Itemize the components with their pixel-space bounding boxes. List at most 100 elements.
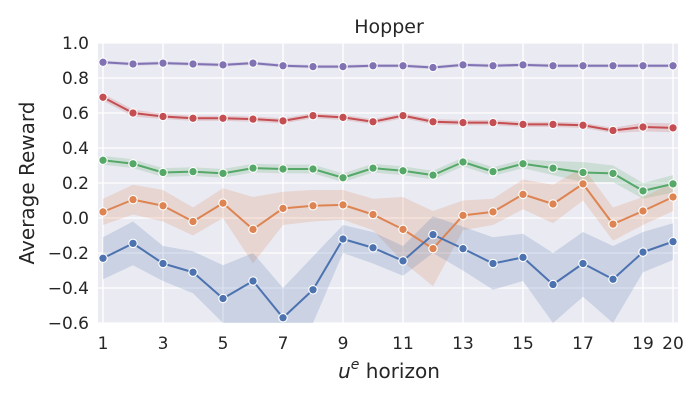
- data-point: [488, 207, 498, 217]
- x-tick-label: 1: [98, 334, 109, 354]
- series-line-2: [102, 159, 674, 192]
- data-point: [548, 163, 558, 173]
- data-point: [338, 112, 348, 123]
- data-point: [368, 60, 378, 71]
- series-lines: [102, 61, 674, 319]
- series-line-0: [102, 61, 673, 69]
- series-line-4: [102, 233, 674, 319]
- x-axis-label-superscript: e: [351, 357, 360, 373]
- x-axis-label-rest: horizon: [359, 359, 439, 383]
- x-tick-label: 11: [392, 334, 414, 354]
- series-line-3: [102, 182, 674, 250]
- data-point: [158, 258, 168, 269]
- series-line-1: [102, 96, 674, 132]
- data-point: [548, 119, 558, 130]
- data-point: [518, 159, 528, 169]
- data-point: [188, 216, 198, 227]
- data-point: [98, 92, 108, 103]
- data-point: [218, 113, 228, 124]
- data-point: [608, 125, 618, 136]
- data-point: [338, 173, 348, 183]
- data-point: [128, 194, 138, 205]
- data-point: [398, 60, 408, 71]
- data-point: [458, 243, 468, 254]
- data-point: [158, 167, 168, 178]
- data-point: [608, 60, 618, 71]
- data-point: [158, 201, 168, 211]
- data-point: [188, 113, 198, 124]
- data-point: [308, 110, 318, 121]
- data-point: [278, 60, 288, 71]
- x-tick-label: 5: [218, 334, 229, 354]
- y-tick-label: 0.2: [62, 174, 89, 194]
- data-point: [518, 119, 528, 130]
- chart-title: Hopper: [354, 16, 424, 38]
- data-point: [578, 167, 588, 178]
- data-point: [188, 166, 198, 177]
- data-point: [428, 229, 438, 240]
- data-point: [578, 179, 588, 189]
- data-point: [248, 114, 258, 124]
- y-tick-label: −0.4: [48, 279, 89, 299]
- data-point: [128, 59, 138, 69]
- y-tick-label: 0.6: [62, 104, 89, 124]
- data-point: [428, 117, 438, 127]
- x-tick-labels: 1 3 5 7 9 11 13 15 17 19 20: [98, 334, 684, 354]
- y-tick-label: 0.8: [62, 69, 89, 89]
- data-point: [158, 111, 168, 122]
- data-point: [368, 209, 378, 220]
- data-point: [428, 243, 438, 254]
- y-tick-labels: 1.0 0.8 0.6 0.4 0.2 0.0 −0.2 −0.4 −0.6: [48, 34, 89, 334]
- data-point: [638, 206, 648, 216]
- data-point: [398, 110, 408, 121]
- data-point: [488, 258, 498, 269]
- x-axis-label-base: u: [338, 359, 351, 383]
- data-point: [398, 166, 408, 176]
- data-point: [248, 224, 258, 235]
- data-point: [578, 258, 588, 269]
- data-point: [608, 168, 618, 179]
- data-point: [278, 116, 288, 126]
- data-point: [458, 210, 468, 221]
- x-tick-label: 3: [158, 334, 169, 354]
- data-point: [338, 200, 348, 210]
- data-point: [578, 120, 588, 131]
- data-point: [608, 274, 618, 284]
- data-point: [98, 155, 108, 166]
- x-axis-label: ue horizon: [338, 357, 440, 383]
- data-point: [248, 58, 258, 68]
- data-point: [518, 60, 528, 70]
- data-point: [518, 189, 528, 200]
- data-point: [638, 186, 648, 196]
- data-point: [338, 61, 348, 72]
- data-point: [278, 312, 288, 323]
- data-point: [308, 61, 318, 72]
- data-point: [98, 57, 108, 67]
- data-point: [458, 117, 468, 128]
- y-tick-label: 0.4: [62, 139, 89, 159]
- data-point: [98, 207, 108, 217]
- data-point: [308, 164, 318, 174]
- data-point: [218, 168, 228, 179]
- data-point: [338, 234, 348, 244]
- data-point: [638, 122, 648, 132]
- data-point: [248, 276, 258, 286]
- data-point: [308, 284, 318, 295]
- series-band-4: [103, 216, 673, 323]
- data-point: [668, 192, 678, 202]
- data-point: [458, 60, 468, 70]
- x-tick-label: 15: [512, 334, 534, 354]
- y-axis-label: Average Reward: [15, 102, 39, 265]
- data-point: [578, 60, 588, 71]
- x-tick-label: 13: [452, 334, 474, 354]
- data-point: [488, 166, 498, 177]
- data-point: [368, 117, 378, 127]
- data-point: [368, 243, 378, 253]
- data-point: [98, 253, 108, 264]
- x-tick-label: 7: [278, 334, 289, 354]
- series-points: [98, 57, 678, 323]
- data-point: [608, 219, 618, 229]
- data-point: [188, 59, 198, 69]
- data-point: [128, 108, 138, 118]
